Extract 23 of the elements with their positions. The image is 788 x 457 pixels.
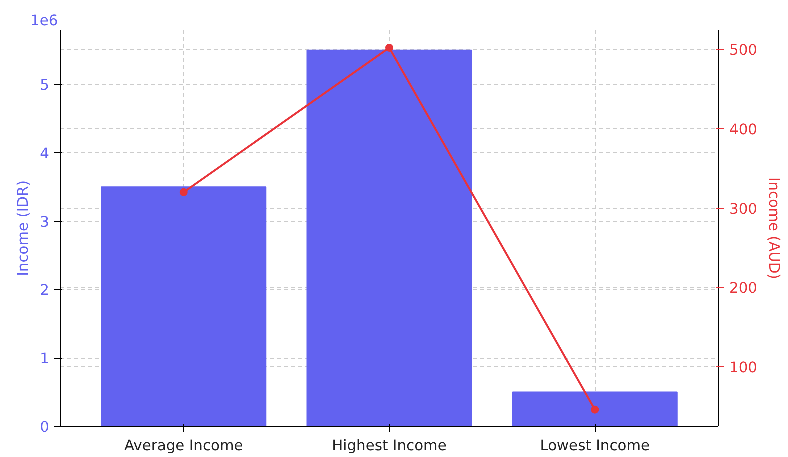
- y2-tick-label: 300: [730, 200, 758, 218]
- y-tick-label: 5: [40, 77, 50, 94]
- y-tick-label: 3: [40, 214, 50, 231]
- x-tick-label: Highest Income: [332, 438, 447, 454]
- y-axis-title: Income (IDR): [15, 180, 32, 276]
- y-tick-label: 0: [40, 419, 50, 436]
- x-tick-label: Lowest Income: [540, 438, 650, 454]
- point: [386, 44, 394, 52]
- y-tick-label: 2: [40, 282, 50, 300]
- point: [180, 188, 188, 196]
- y2-tick-label: 500: [730, 42, 758, 60]
- y-tick-label: 4: [40, 145, 50, 162]
- x-tick-label: Average Income: [124, 438, 244, 454]
- text: 1e6: [30, 12, 58, 30]
- bar: [101, 186, 267, 426]
- y2-tick-label: 400: [730, 121, 758, 138]
- y2-axis-title: Income (AUD): [765, 177, 782, 280]
- y2-tick-label: 100: [730, 359, 758, 376]
- point: [591, 406, 600, 414]
- y2-tick-label: 200: [730, 280, 758, 298]
- bar: [306, 50, 472, 426]
- bar: [512, 392, 678, 426]
- y-tick-label: 1: [40, 350, 50, 368]
